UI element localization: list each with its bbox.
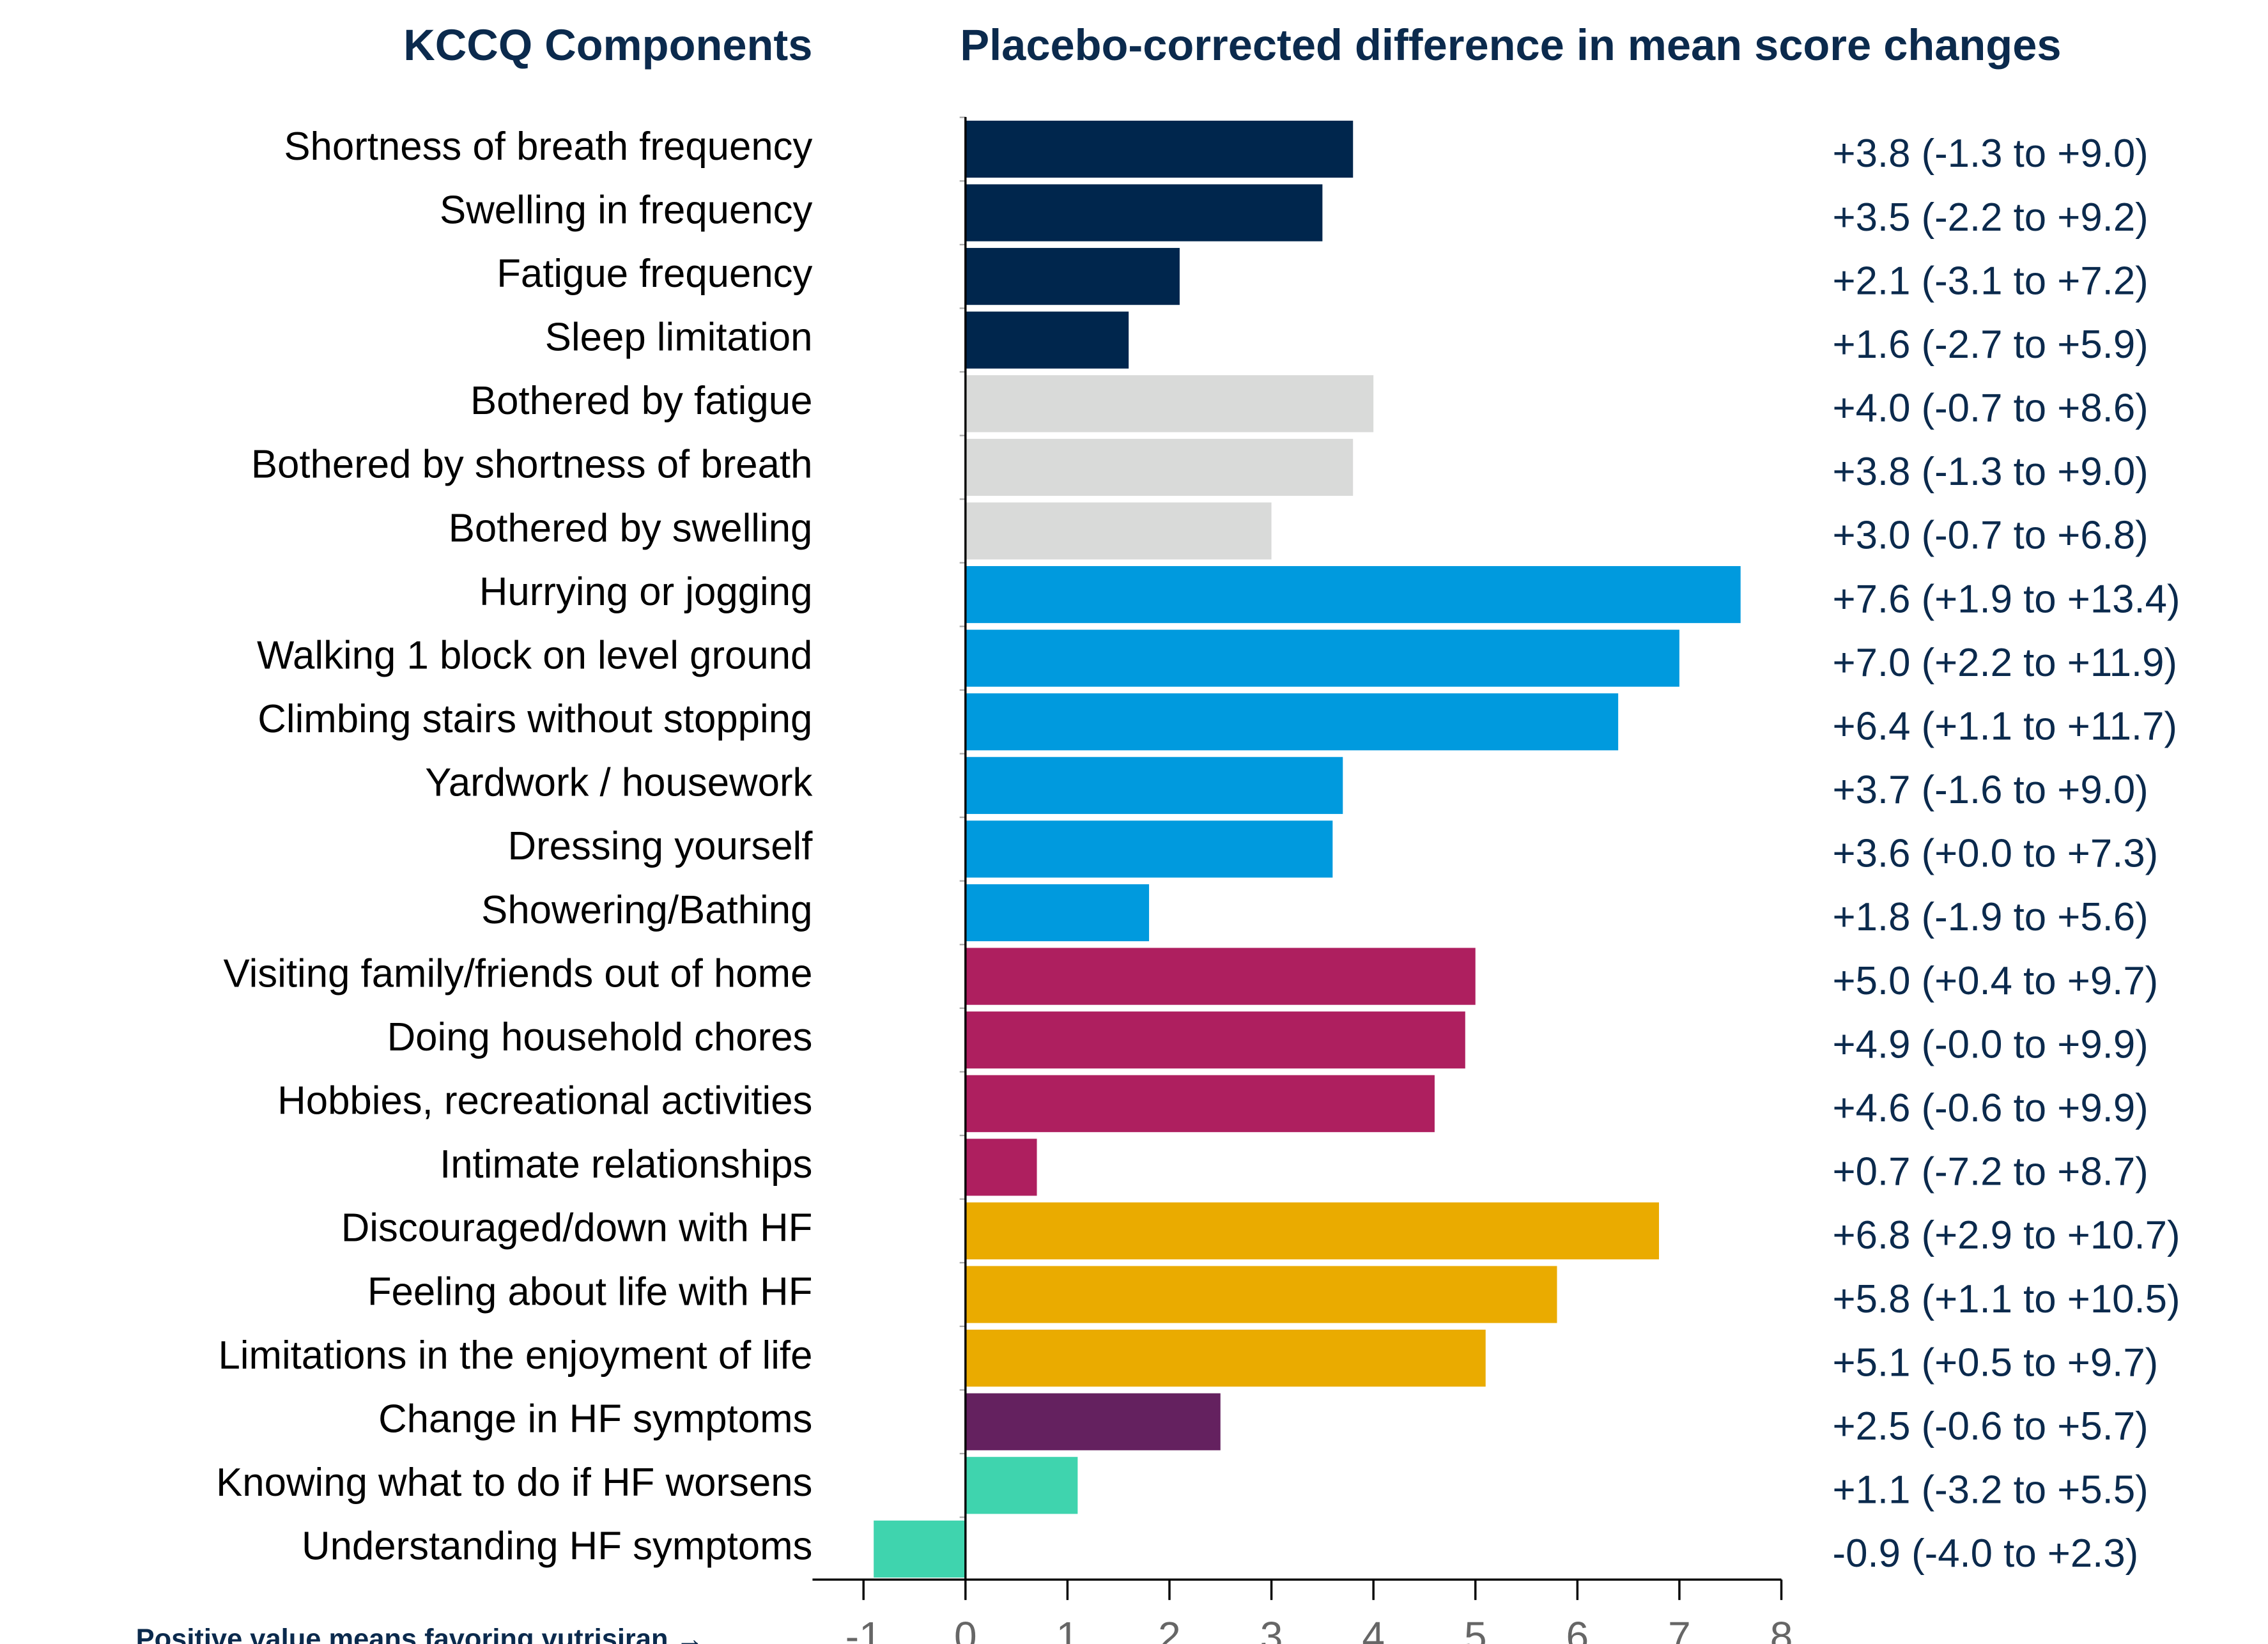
value-label: +3.5 (-2.2 to +9.2) bbox=[1833, 196, 2148, 240]
category-label: Bothered by swelling bbox=[449, 506, 813, 550]
bar bbox=[965, 375, 1374, 433]
category-label: Understanding HF symptoms bbox=[302, 1525, 812, 1569]
category-label: Walking 1 block on level ground bbox=[257, 633, 812, 677]
bar bbox=[965, 1393, 1221, 1450]
bar bbox=[965, 1139, 1037, 1196]
value-label: +0.7 (-7.2 to +8.7) bbox=[1833, 1150, 2148, 1194]
x-tick-label: 2 bbox=[1158, 1613, 1181, 1644]
category-label: Sleep limitation bbox=[545, 316, 813, 360]
value-label: +3.8 (-1.3 to +9.0) bbox=[1833, 450, 2148, 494]
category-label: Bothered by fatigue bbox=[470, 379, 812, 423]
bar bbox=[965, 311, 1129, 369]
value-label: +5.0 (+0.4 to +9.7) bbox=[1833, 959, 2159, 1003]
bar bbox=[965, 184, 1323, 242]
category-label: Visiting family/friends out of home bbox=[224, 951, 813, 995]
value-label: +2.5 (-0.6 to +5.7) bbox=[1833, 1404, 2148, 1448]
value-label: +1.6 (-2.7 to +5.9) bbox=[1833, 323, 2148, 367]
value-label: +4.0 (-0.7 to +8.6) bbox=[1833, 387, 2148, 431]
value-label: +5.8 (+1.1 to +10.5) bbox=[1833, 1277, 2180, 1321]
bar bbox=[965, 1202, 1660, 1260]
bar bbox=[965, 438, 1354, 496]
value-label: +3.8 (-1.3 to +9.0) bbox=[1833, 132, 2148, 176]
x-tick-label: 3 bbox=[1260, 1613, 1283, 1644]
category-label: Fatigue frequency bbox=[497, 252, 812, 296]
value-label: +5.1 (+0.5 to +9.7) bbox=[1833, 1341, 2159, 1385]
bar bbox=[965, 1075, 1435, 1132]
value-label: +1.8 (-1.9 to +5.6) bbox=[1833, 895, 2148, 939]
bar bbox=[965, 884, 1150, 942]
category-label: Swelling in frequency bbox=[440, 188, 813, 232]
category-label: Bothered by shortness of breath bbox=[251, 443, 813, 487]
x-tick-label: 8 bbox=[1770, 1613, 1793, 1644]
bar bbox=[965, 565, 1741, 624]
value-label: +3.0 (-0.7 to +6.8) bbox=[1833, 514, 2148, 558]
category-label: Doing household chores bbox=[387, 1015, 813, 1059]
bar bbox=[965, 1266, 1557, 1323]
category-label: Feeling about life with HF bbox=[367, 1270, 813, 1314]
value-label: +4.6 (-0.6 to +9.9) bbox=[1833, 1086, 2148, 1130]
bar bbox=[965, 1457, 1078, 1514]
bar bbox=[965, 629, 1679, 687]
category-label: Climbing stairs without stopping bbox=[258, 697, 812, 741]
x-tick-label: 5 bbox=[1464, 1613, 1487, 1644]
x-tick-label: 6 bbox=[1566, 1613, 1589, 1644]
value-label: +6.8 (+2.9 to +10.7) bbox=[1833, 1213, 2180, 1257]
bar bbox=[965, 948, 1476, 1005]
bar bbox=[874, 1520, 966, 1578]
category-label: Hurrying or jogging bbox=[479, 570, 813, 614]
bar bbox=[965, 1330, 1486, 1387]
value-label: +3.6 (+0.0 to +7.3) bbox=[1833, 832, 2159, 876]
value-label: +4.9 (-0.0 to +9.9) bbox=[1833, 1022, 2148, 1066]
category-label: Dressing yourself bbox=[508, 824, 814, 868]
category-label: Limitations in the enjoyment of life bbox=[218, 1333, 812, 1378]
x-tick-label: 7 bbox=[1668, 1613, 1691, 1644]
category-label: Showering/Bathing bbox=[481, 888, 812, 932]
bar bbox=[965, 1011, 1465, 1069]
bar bbox=[965, 502, 1272, 560]
bar bbox=[965, 120, 1354, 178]
value-label: +6.4 (+1.1 to +11.7) bbox=[1833, 704, 2177, 748]
note: Positive value means favoring vutrisiran… bbox=[136, 1624, 704, 1644]
category-title: KCCQ Components bbox=[403, 20, 812, 70]
bar bbox=[965, 248, 1180, 305]
value-label: +7.0 (+2.2 to +11.9) bbox=[1833, 641, 2177, 685]
x-tick-label: 4 bbox=[1362, 1613, 1385, 1644]
category-label: Discouraged/down with HF bbox=[341, 1206, 813, 1250]
category-label: Knowing what to do if HF worsens bbox=[216, 1461, 812, 1505]
x-tick-label: -1 bbox=[845, 1613, 882, 1644]
category-label: Change in HF symptoms bbox=[378, 1397, 812, 1441]
value-label: +7.6 (+1.9 to +13.4) bbox=[1833, 577, 2180, 621]
category-label: Yardwork / housework bbox=[425, 761, 812, 805]
x-tick-label: 0 bbox=[954, 1613, 977, 1644]
category-label: Shortness of breath frequency bbox=[284, 125, 812, 169]
category-label: Hobbies, recreational activities bbox=[277, 1079, 812, 1123]
bar bbox=[965, 820, 1333, 878]
value-label: +1.1 (-3.2 to +5.5) bbox=[1833, 1468, 2148, 1512]
chart-title: Placebo-corrected difference in mean sco… bbox=[960, 20, 2061, 70]
bar bbox=[965, 757, 1343, 814]
bar bbox=[965, 693, 1619, 751]
x-tick-label: 1 bbox=[1056, 1613, 1079, 1644]
value-label: +3.7 (-1.6 to +9.0) bbox=[1833, 768, 2148, 812]
value-label: -0.9 (-4.0 to +2.3) bbox=[1833, 1532, 2139, 1576]
category-label: Intimate relationships bbox=[440, 1142, 812, 1187]
value-label: +2.1 (-3.1 to +7.2) bbox=[1833, 259, 2148, 303]
